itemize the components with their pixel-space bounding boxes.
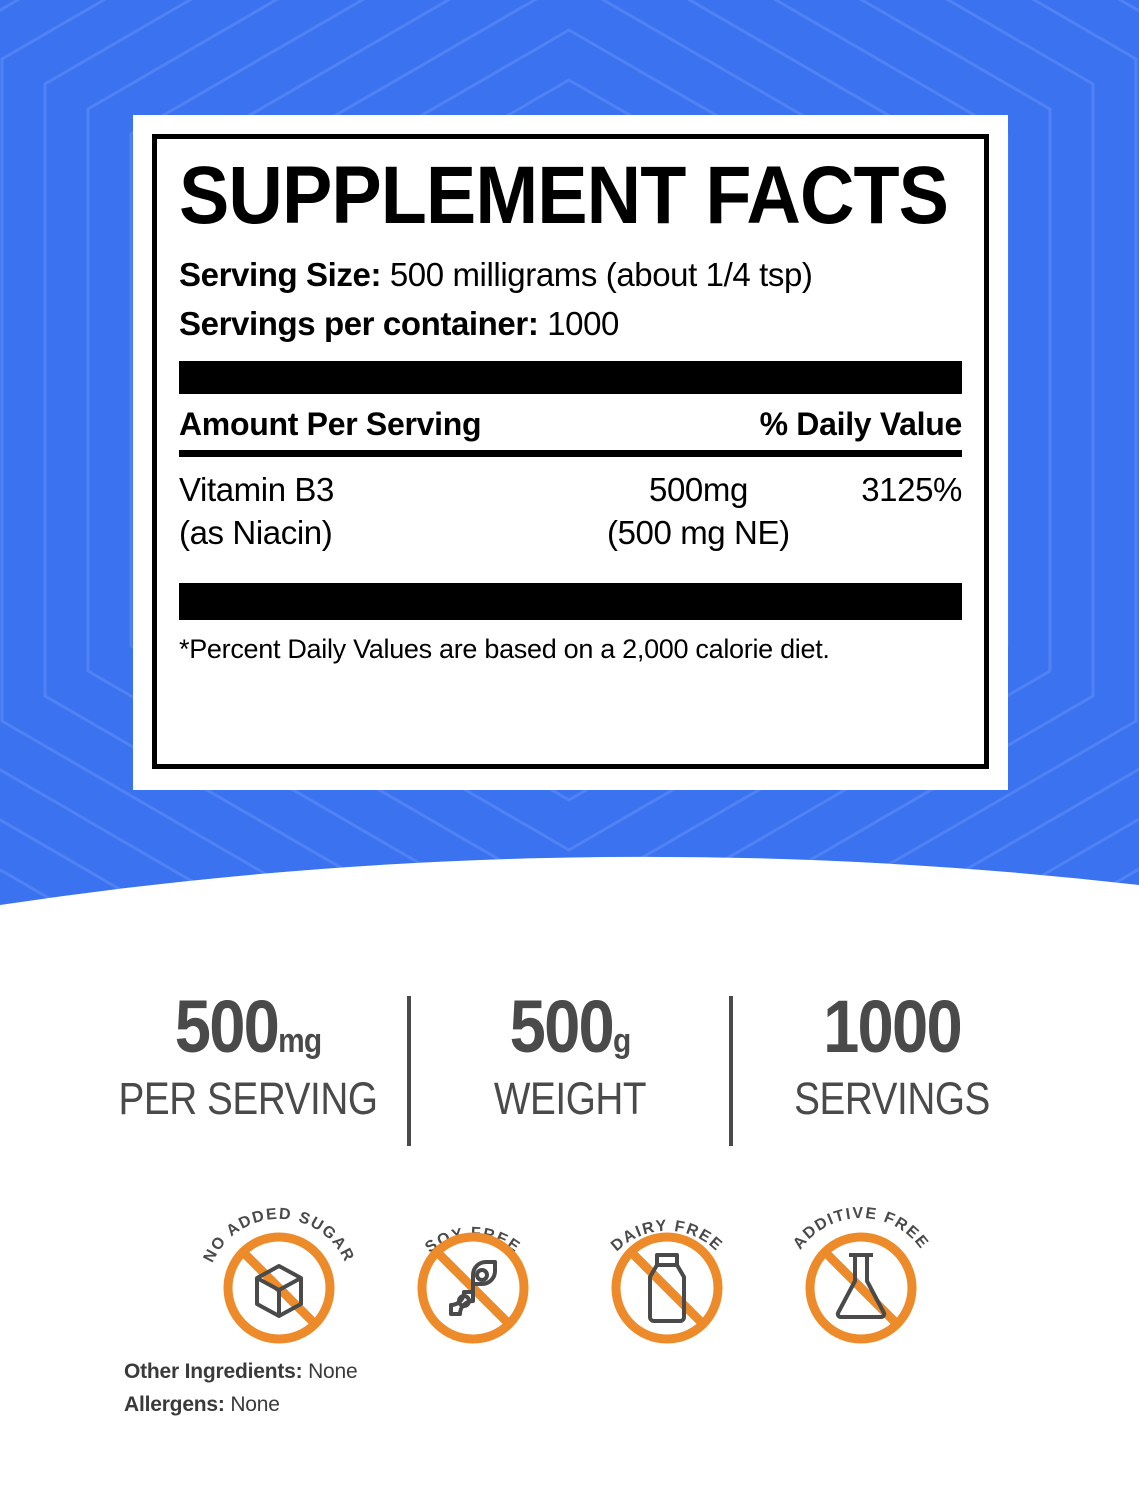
- sugar-cube-icon: [254, 1264, 303, 1318]
- flask-icon: [835, 1253, 886, 1319]
- stat-weight: 500g WEIGHT: [411, 990, 729, 1124]
- stat-value-per-serving: 500mg: [108, 990, 388, 1064]
- milk-bottle-icon: [647, 1253, 686, 1323]
- badge-additive-free: ADDITIVE FREE: [766, 1183, 956, 1348]
- stat-number: 1000: [822, 985, 963, 1068]
- prohibition-circle-icon: [417, 1232, 528, 1344]
- column-headers: Amount Per Serving % Daily Value: [179, 406, 962, 443]
- badge-no-added-sugar-graphic: NO ADDED SUGAR: [200, 1206, 355, 1344]
- other-ingredients-value: None: [308, 1360, 358, 1383]
- allergens-line: Allergens: None: [124, 1389, 357, 1422]
- stat-unit: mg: [277, 1022, 322, 1060]
- servings-per-container-label: Servings per container:: [179, 304, 539, 342]
- other-ingredients-label: Other Ingredients:: [124, 1360, 303, 1383]
- thick-rule-top: [179, 360, 962, 394]
- stat-unit: g: [612, 1022, 630, 1060]
- supplement-facts-card: SUPPLEMENT FACTS Serving Size: 500 milli…: [133, 115, 1008, 790]
- certification-badges: NO ADDED SUGAR SOY FREE: [0, 1183, 1139, 1348]
- prohibition-circle-icon: [611, 1232, 722, 1344]
- badge-soy-free-graphic: SOY FREE: [417, 1225, 528, 1344]
- serving-size-line: Serving Size: 500 milligrams (about 1/4 …: [179, 256, 962, 294]
- servings-per-container-value: 1000: [547, 304, 620, 342]
- daily-value-footnote: *Percent Daily Values are based on a 2,0…: [179, 633, 830, 664]
- thick-rule-bottom: [179, 582, 962, 620]
- daily-value-header: % Daily Value: [759, 405, 963, 442]
- supplement-facts-title: SUPPLEMENT FACTS: [179, 150, 949, 241]
- nutrient-amount: 500mg: [649, 470, 748, 508]
- stat-value-servings: 1000: [752, 990, 1032, 1064]
- stat-per-serving: 500mg PER SERVING: [89, 990, 407, 1124]
- stat-number: 500: [174, 985, 279, 1068]
- prohibition-circle-icon: [223, 1232, 334, 1344]
- prohibition-slash-icon: [627, 1248, 706, 1328]
- stat-label-servings: SERVINGS: [793, 1073, 990, 1124]
- servings-per-container-line: Servings per container: 1000: [179, 305, 962, 343]
- badge-dairy-free: DAIRY FREE: [572, 1183, 762, 1348]
- badge-dairy-free-graphic: DAIRY FREE: [608, 1218, 724, 1344]
- soybean-icon: [448, 1260, 497, 1316]
- nutrient-source: (as Niacin): [179, 513, 333, 551]
- badge-no-added-sugar: NO ADDED SUGAR: [184, 1183, 374, 1348]
- stats-strip: 500mg PER SERVING 500g WEIGHT 1000 SERVI…: [0, 990, 1139, 1150]
- supplement-facts-border: SUPPLEMENT FACTS Serving Size: 500 milli…: [152, 134, 989, 769]
- prohibition-circle-icon: [805, 1232, 916, 1344]
- nutrient-row-vitamin-b3: Vitamin B3 (as Niacin) 500mg (500 mg NE)…: [179, 471, 962, 565]
- stat-number: 500: [509, 985, 614, 1068]
- stat-label-weight: WEIGHT: [493, 1073, 646, 1124]
- badge-soy-free: SOY FREE: [378, 1183, 568, 1348]
- allergens-label: Allergens:: [124, 1392, 225, 1416]
- stat-divider-2: [728, 996, 733, 1146]
- white-curve-divider: [0, 856, 1139, 985]
- amount-per-serving-header: Amount Per Serving: [179, 405, 482, 442]
- prohibition-slash-icon: [821, 1248, 900, 1328]
- stat-divider-1: [406, 996, 411, 1146]
- stat-value-weight: 500g: [430, 990, 710, 1064]
- serving-size-label: Serving Size:: [179, 255, 382, 293]
- serving-size-value: 500 milligrams (about 1/4 tsp): [389, 255, 813, 293]
- badge-label-additive-free: ADDITIVE FREE: [790, 1205, 932, 1253]
- stat-servings: 1000 SERVINGS: [733, 990, 1051, 1124]
- other-ingredients-line: Other Ingredients: None: [124, 1356, 358, 1389]
- thin-rule: [179, 449, 962, 457]
- footer-notes: Other Ingredients: None Allergens: None: [124, 1356, 358, 1422]
- nutrient-daily-value: 3125%: [861, 470, 962, 508]
- nutrient-name: Vitamin B3: [179, 470, 334, 508]
- stat-label-per-serving: PER SERVING: [117, 1073, 378, 1124]
- allergens-value: None: [230, 1392, 280, 1416]
- badge-additive-free-graphic: ADDITIVE FREE: [790, 1205, 932, 1344]
- nutrient-amount-sub: (500 mg NE): [607, 513, 790, 551]
